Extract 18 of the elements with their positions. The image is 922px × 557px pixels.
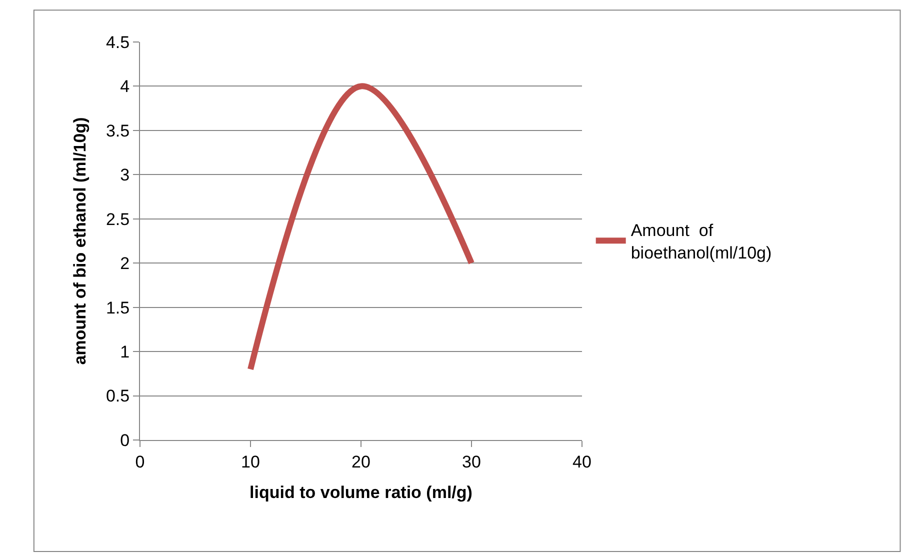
x-axis-title: liquid to volume ratio (ml/g) (250, 482, 472, 502)
y-tick-label: 4.5 (106, 32, 130, 52)
y-tick-label: 3 (120, 166, 130, 185)
y-axis-title: amount of bio ethanol (ml/10g) (70, 117, 90, 365)
y-tick-label: 2.5 (106, 210, 130, 229)
y-tick-label: 1 (120, 342, 130, 362)
y-tick-label: 2 (120, 254, 130, 274)
x-tick-label: 30 (462, 452, 481, 472)
legend-label: Amount of bioethanol(ml/10g) (630, 221, 772, 262)
y-tick-label: 1.5 (106, 298, 130, 318)
y-tick-label: 4 (120, 77, 130, 96)
x-tick-label: 20 (352, 452, 370, 472)
y-tick-label: 3.5 (106, 121, 130, 140)
y-tick-label: 0 (120, 430, 130, 450)
x-tick-label: 10 (241, 452, 260, 472)
x-tick-label: 0 (135, 452, 145, 472)
y-tick-label: 0.5 (106, 386, 130, 406)
x-tick-label: 40 (572, 452, 592, 472)
